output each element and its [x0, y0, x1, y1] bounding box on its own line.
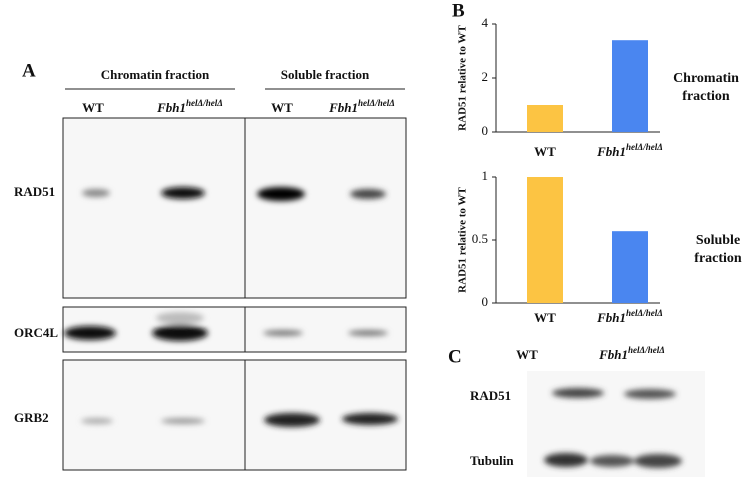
- label: WT: [534, 310, 556, 325]
- blot: [62, 359, 407, 471]
- y-tick-label: 0: [482, 294, 489, 309]
- label-superscript: helΔ/helΔ: [626, 142, 663, 152]
- y-axis-label: RAD51 relative to WT: [457, 25, 469, 131]
- y-tick-label: 0: [482, 123, 489, 138]
- label: Fbh1helΔ/helΔ: [596, 308, 663, 325]
- row-label: ORC4L: [14, 325, 58, 340]
- blot: [62, 306, 407, 353]
- panel-letter: A: [22, 60, 36, 81]
- label: WT: [516, 347, 538, 362]
- panel-letter: C: [448, 346, 462, 367]
- label-text: WT: [516, 347, 538, 362]
- label: WT: [271, 100, 293, 115]
- row-label: RAD51: [470, 388, 511, 403]
- label-text: Fbh1: [598, 347, 628, 362]
- label-text: Fbh1: [596, 310, 626, 325]
- label-text: Fbh1: [156, 100, 186, 115]
- label-text: WT: [534, 310, 556, 325]
- label: Fbh1helΔ/helΔ: [156, 98, 223, 115]
- bar: [527, 177, 563, 303]
- annotation-box: Chromatin fraction: [673, 71, 739, 104]
- label: Fbh1helΔ/helΔ: [596, 142, 663, 159]
- label-superscript: helΔ/helΔ: [186, 98, 223, 108]
- label-text: WT: [534, 144, 556, 159]
- row-label: Tubulin: [470, 453, 514, 468]
- y-tick-label: 4: [482, 15, 489, 30]
- label-superscript: helΔ/helΔ: [626, 308, 663, 318]
- label-text: Fbh1: [328, 100, 358, 115]
- row-label: GRB2: [14, 410, 49, 425]
- annotation-box: Soluble fraction: [694, 233, 742, 266]
- label: WT: [82, 100, 104, 115]
- blot: [62, 117, 407, 299]
- bar: [612, 40, 648, 133]
- row-label: RAD51: [14, 184, 55, 199]
- label-superscript: helΔ/helΔ: [628, 345, 665, 355]
- fraction-header: Soluble fraction: [281, 67, 370, 82]
- label: WT: [534, 144, 556, 159]
- panel-letter: B: [452, 0, 465, 21]
- annotation: Soluble fraction: [694, 233, 742, 266]
- lane-labels: WT Fbh1helΔ/helΔ: [516, 345, 665, 362]
- annotation: Chromatin fraction: [673, 71, 739, 104]
- y-axis-label: RAD51 relative to WT: [457, 187, 469, 293]
- bands: [544, 388, 682, 468]
- bar: [612, 231, 648, 303]
- y-tick-label: 0.5: [472, 231, 488, 246]
- label-superscript: helΔ/helΔ: [358, 98, 395, 108]
- bands: [64, 187, 398, 427]
- y-tick-label: 1: [482, 168, 489, 183]
- label: Fbh1helΔ/helΔ: [598, 345, 665, 362]
- lane-labels: WT Fbh1helΔ/helΔ WT Fbh1helΔ/helΔ: [82, 98, 395, 115]
- y-tick-label: 2: [482, 69, 489, 84]
- bar: [527, 105, 563, 132]
- label-text: Fbh1: [596, 144, 626, 159]
- label-text: WT: [82, 100, 104, 115]
- label-text: WT: [271, 100, 293, 115]
- fraction-header: Chromatin fraction: [101, 67, 210, 82]
- label: Fbh1helΔ/helΔ: [328, 98, 395, 115]
